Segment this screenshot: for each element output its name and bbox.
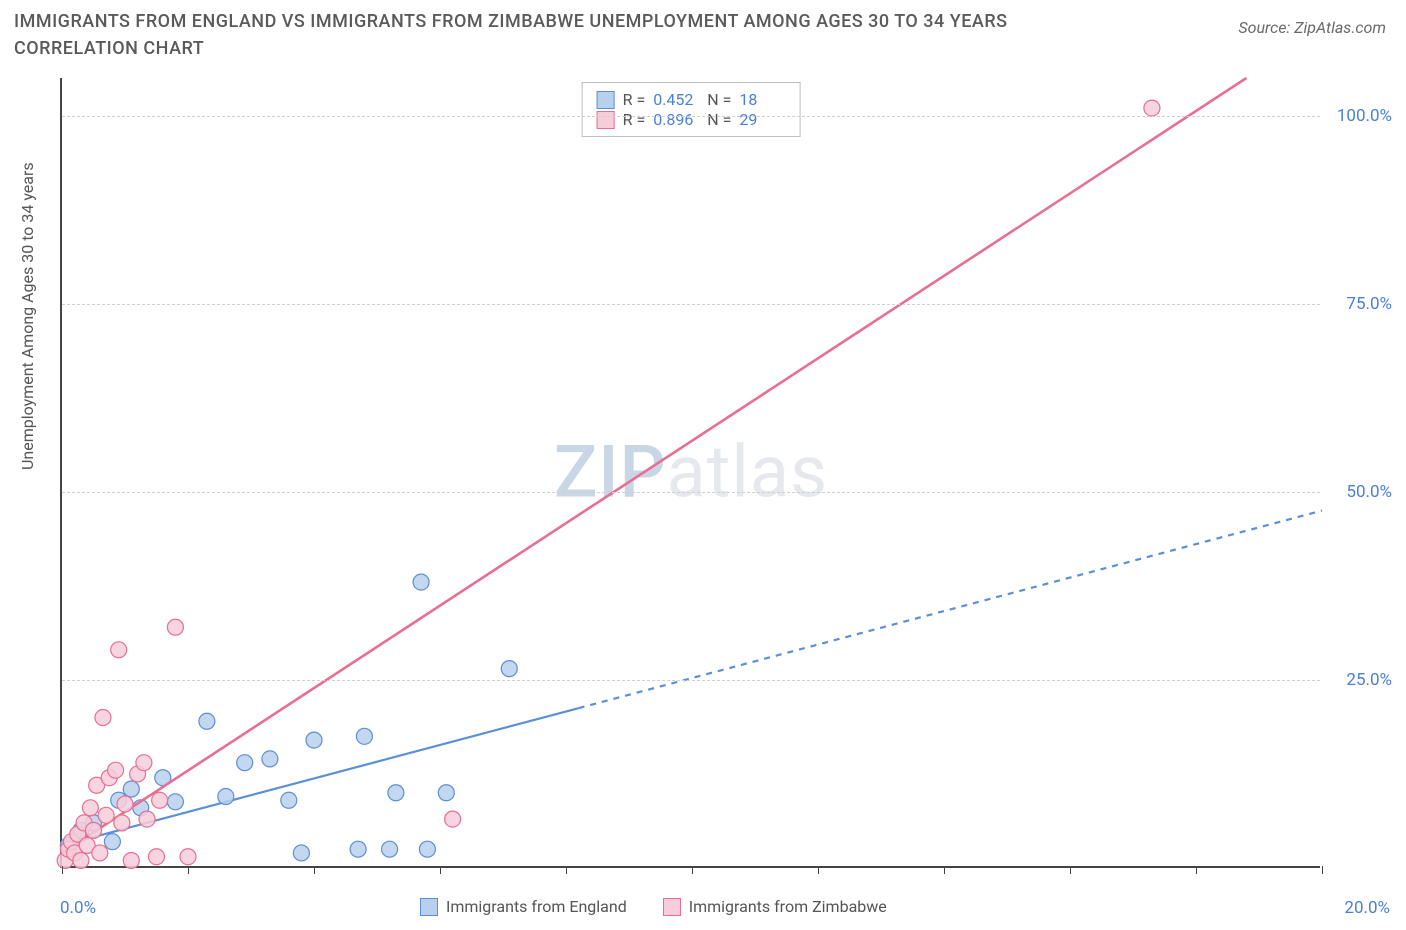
data-point — [152, 792, 168, 808]
x-tick — [818, 866, 819, 874]
y-tick-label: 25.0% — [1328, 670, 1392, 690]
gridline — [62, 492, 1320, 493]
data-point — [438, 785, 454, 801]
data-point — [413, 574, 429, 590]
gridline — [62, 680, 1320, 681]
data-point — [1144, 100, 1160, 116]
data-point — [167, 619, 183, 635]
data-point — [136, 755, 152, 771]
x-tick — [1322, 866, 1323, 874]
x-tick — [1196, 866, 1197, 874]
data-point — [92, 845, 108, 861]
y-tick-label: 100.0% — [1328, 106, 1392, 126]
x-tick — [440, 866, 441, 874]
x-axis-max-label: 20.0% — [1344, 898, 1390, 918]
data-point — [218, 789, 234, 805]
data-point — [117, 796, 133, 812]
legend-item-england: Immigrants from England — [420, 897, 627, 916]
data-point — [111, 642, 127, 658]
data-point — [350, 841, 366, 857]
data-point — [199, 713, 215, 729]
x-axis-min-label: 0.0% — [60, 898, 96, 918]
data-point — [123, 781, 139, 797]
data-point — [123, 852, 139, 868]
series-legend: Immigrants from England Immigrants from … — [420, 897, 887, 916]
gridline — [62, 116, 1320, 117]
x-tick — [62, 866, 63, 874]
data-point — [293, 845, 309, 861]
legend-label: Immigrants from Zimbabwe — [689, 897, 887, 916]
y-tick-label: 75.0% — [1328, 294, 1392, 314]
plot-area: ZIPatlas R = 0.452 N = 18 R = 0.896 N = … — [60, 78, 1320, 868]
data-point — [306, 732, 322, 748]
plot-svg — [62, 78, 1320, 866]
gridline — [62, 304, 1320, 305]
data-point — [149, 849, 165, 865]
data-point — [104, 834, 120, 850]
data-point — [98, 807, 114, 823]
data-point — [237, 755, 253, 771]
data-point — [180, 849, 196, 865]
swatch-icon — [420, 898, 438, 916]
data-point — [501, 661, 517, 677]
data-point — [382, 841, 398, 857]
data-point — [445, 811, 461, 827]
data-point — [262, 751, 278, 767]
data-point — [356, 728, 372, 744]
swatch-icon — [663, 898, 681, 916]
source-label: Source: ZipAtlas.com — [1238, 18, 1386, 37]
legend-item-zimbabwe: Immigrants from Zimbabwe — [663, 897, 887, 916]
data-point — [95, 710, 111, 726]
x-tick — [566, 866, 567, 874]
y-axis-title: Unemployment Among Ages 30 to 34 years — [18, 162, 37, 470]
data-point — [167, 794, 183, 810]
data-point — [108, 762, 124, 778]
data-point — [114, 815, 130, 831]
y-tick-label: 50.0% — [1328, 482, 1392, 502]
chart-title: IMMIGRANTS FROM ENGLAND VS IMMIGRANTS FR… — [14, 8, 1114, 62]
data-point — [419, 841, 435, 857]
data-point — [86, 822, 102, 838]
x-tick — [944, 866, 945, 874]
legend-label: Immigrants from England — [446, 897, 627, 916]
x-tick — [692, 866, 693, 874]
x-tick — [188, 866, 189, 874]
data-point — [281, 792, 297, 808]
data-point — [388, 785, 404, 801]
data-point — [82, 800, 98, 816]
x-tick — [1070, 866, 1071, 874]
x-tick — [314, 866, 315, 874]
data-point — [139, 811, 155, 827]
data-point — [73, 852, 89, 868]
